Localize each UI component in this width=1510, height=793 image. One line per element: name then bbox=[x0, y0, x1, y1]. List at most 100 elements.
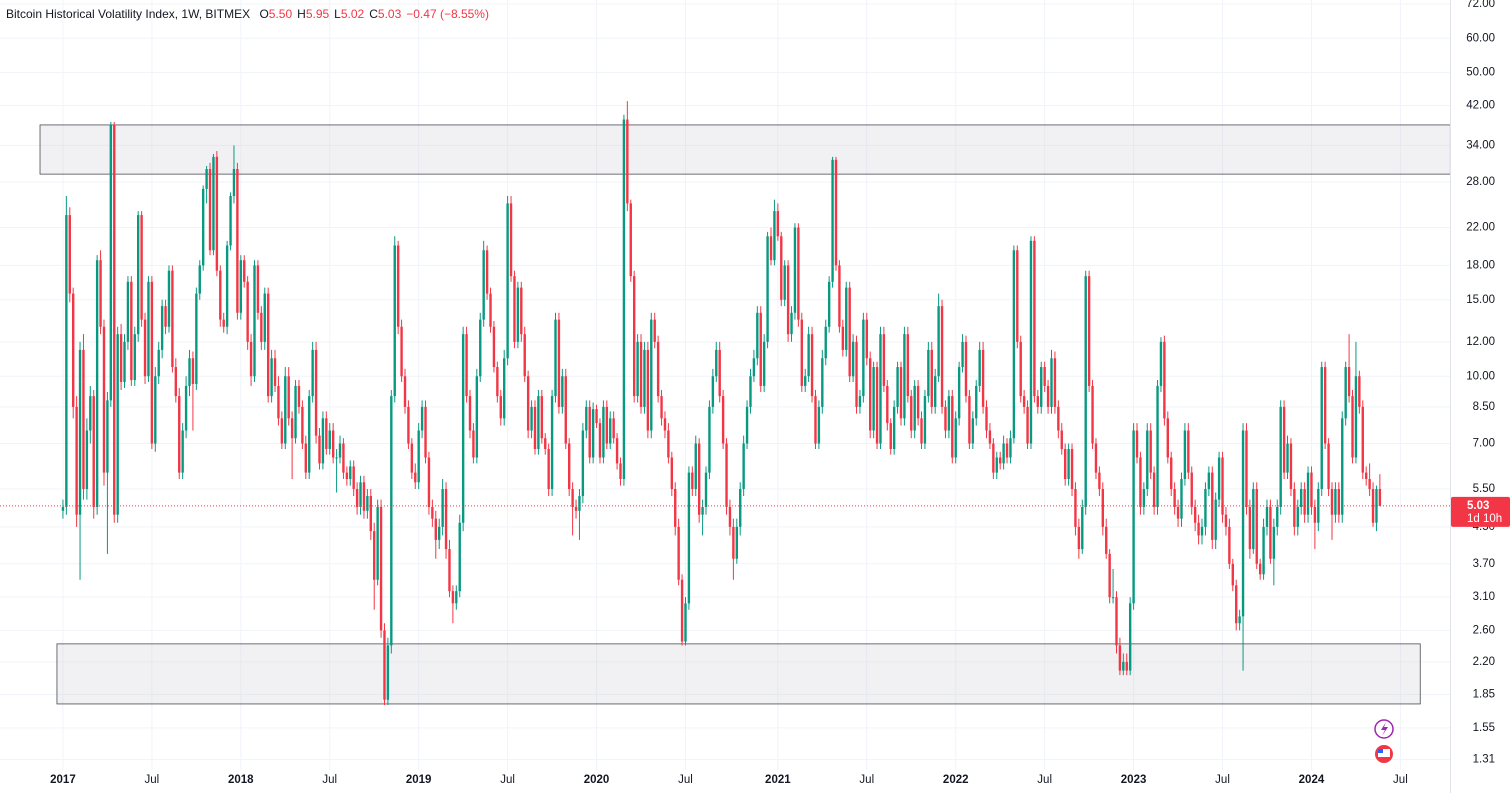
candle-body bbox=[359, 482, 362, 507]
candle-body bbox=[72, 293, 75, 407]
candles bbox=[61, 101, 1382, 706]
candle-body bbox=[574, 506, 578, 511]
candle-body bbox=[113, 124, 116, 515]
candle-body bbox=[585, 406, 588, 431]
candle-body bbox=[957, 367, 961, 419]
candle-body bbox=[629, 203, 632, 277]
x-tick-label: 2020 bbox=[584, 774, 610, 786]
candle-body bbox=[715, 349, 718, 377]
x-tick-label: 2018 bbox=[228, 774, 254, 786]
candle-body bbox=[937, 306, 940, 377]
candle-body bbox=[239, 260, 243, 313]
candle-body bbox=[1187, 430, 1190, 473]
candle-body bbox=[150, 281, 154, 444]
zone-box bbox=[39, 124, 1451, 175]
candle-body bbox=[1330, 489, 1334, 515]
candle-body bbox=[1258, 563, 1262, 575]
candle-body bbox=[376, 506, 379, 580]
candle-body bbox=[1296, 506, 1299, 527]
candle-body bbox=[605, 406, 609, 444]
candle-body bbox=[386, 645, 390, 700]
candle-body bbox=[420, 406, 424, 431]
x-tick-label: Jul bbox=[500, 774, 515, 786]
alert-icon[interactable] bbox=[1374, 719, 1394, 739]
candle-body bbox=[503, 358, 506, 419]
candle-body bbox=[667, 430, 670, 458]
candle-body bbox=[468, 396, 472, 431]
candle-body bbox=[674, 489, 677, 527]
candle-body bbox=[591, 409, 595, 458]
events-flag-canton bbox=[1378, 749, 1383, 753]
candle-body bbox=[544, 438, 547, 449]
candle-body bbox=[827, 281, 831, 327]
candle-body bbox=[1265, 506, 1269, 527]
candle-body bbox=[1057, 406, 1060, 431]
candle-body bbox=[1159, 341, 1163, 386]
candle-body bbox=[1214, 499, 1217, 540]
candle-body bbox=[396, 245, 400, 327]
candle-body bbox=[906, 334, 910, 397]
candle-body bbox=[444, 489, 448, 550]
candle-body bbox=[804, 376, 807, 386]
candle-body bbox=[773, 211, 776, 261]
candle-body bbox=[1282, 406, 1286, 473]
candle-body bbox=[896, 367, 899, 407]
candle-body bbox=[797, 227, 800, 320]
candle-body bbox=[441, 489, 444, 527]
y-tick-label: 10.00 bbox=[1466, 370, 1495, 382]
candle-body bbox=[691, 472, 694, 490]
candle-body bbox=[732, 526, 735, 559]
candle-body bbox=[215, 156, 219, 271]
candle-body bbox=[745, 406, 749, 444]
candle-body bbox=[345, 472, 349, 479]
candle-body bbox=[786, 265, 790, 335]
candle-body bbox=[448, 549, 451, 592]
candle-body bbox=[1111, 597, 1115, 599]
candle-body bbox=[140, 215, 143, 320]
candle-body bbox=[1320, 367, 1323, 490]
candle-body bbox=[810, 334, 814, 397]
candle-body bbox=[403, 376, 407, 407]
candle-body bbox=[845, 287, 848, 350]
candle-body bbox=[290, 418, 294, 439]
candle-body bbox=[619, 463, 622, 479]
candle-body bbox=[752, 358, 756, 377]
candle-body bbox=[588, 406, 591, 458]
candle-body bbox=[1327, 443, 1330, 490]
candle-body bbox=[602, 406, 605, 458]
change: −0.47 (−8.55%) bbox=[406, 7, 489, 21]
candle-body bbox=[222, 319, 225, 327]
candle-body bbox=[1135, 430, 1139, 458]
last-price-label: 5.03 bbox=[1467, 500, 1489, 512]
candle-body bbox=[1002, 443, 1005, 464]
candle-body bbox=[961, 341, 964, 368]
candle-body bbox=[284, 376, 287, 444]
candle-body bbox=[85, 430, 89, 490]
y-tick-label: 42.00 bbox=[1466, 100, 1495, 112]
candle-body bbox=[927, 349, 930, 397]
x-tick-label: 2019 bbox=[406, 774, 432, 786]
y-tick-label: 3.70 bbox=[1473, 558, 1495, 570]
candle-body bbox=[865, 319, 868, 359]
candle-body bbox=[557, 319, 561, 407]
candle-body bbox=[1262, 526, 1265, 575]
candle-body bbox=[954, 418, 957, 458]
candle-body bbox=[790, 312, 793, 335]
candle-body bbox=[1122, 661, 1125, 671]
x-tick-label: Jul bbox=[678, 774, 693, 786]
candle-body bbox=[721, 396, 725, 444]
grid bbox=[0, 0, 1450, 770]
candle-body bbox=[1016, 250, 1019, 342]
candle-body bbox=[759, 312, 762, 386]
candle-body bbox=[1354, 376, 1358, 458]
candle-body bbox=[160, 306, 164, 350]
candle-body bbox=[427, 457, 431, 507]
y-tick-label: 15.00 bbox=[1466, 294, 1495, 306]
candle-body bbox=[622, 119, 626, 479]
candle-body bbox=[1269, 506, 1272, 559]
candle-body bbox=[390, 396, 393, 646]
candle-body bbox=[106, 400, 109, 473]
candle-body bbox=[1364, 472, 1368, 479]
